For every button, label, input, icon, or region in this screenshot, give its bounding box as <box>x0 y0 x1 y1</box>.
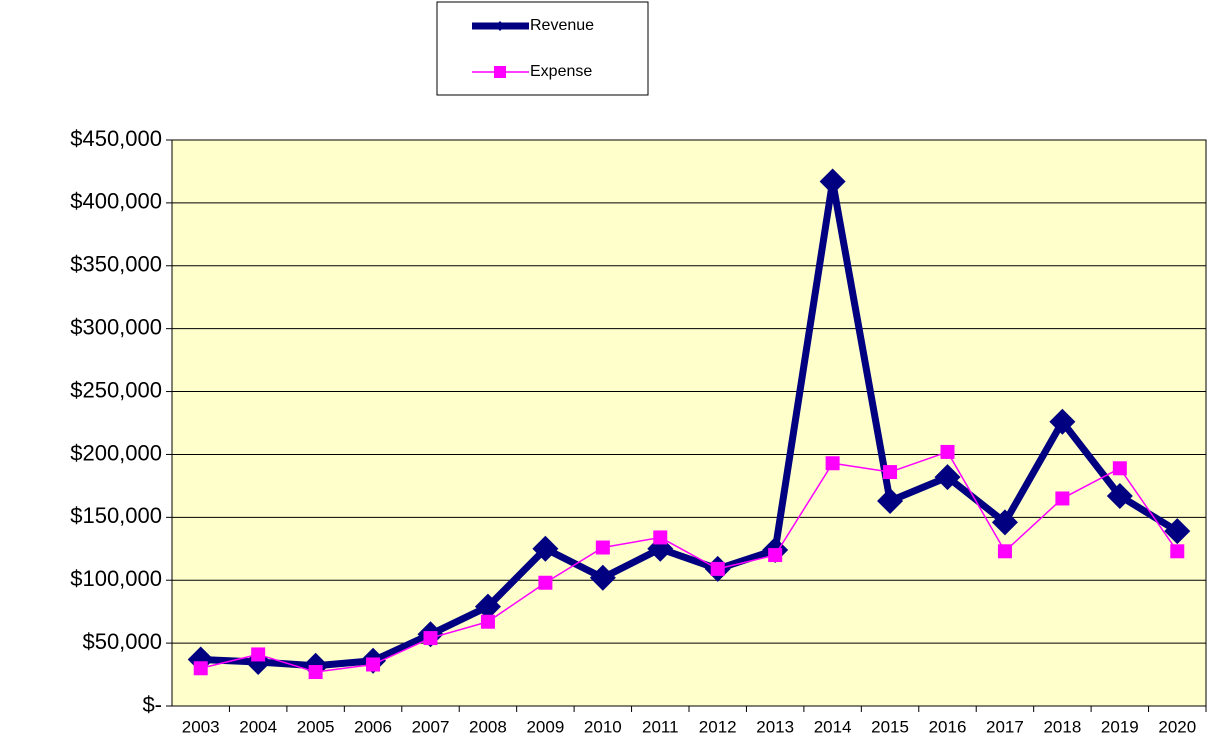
point-marker <box>423 631 438 646</box>
legend-box <box>436 1 649 96</box>
x-tick-label: 2007 <box>412 717 450 736</box>
point-marker <box>308 665 323 680</box>
y-tick-label: $450,000 <box>70 126 162 151</box>
point-marker <box>997 544 1012 559</box>
x-tick-label: 2010 <box>584 717 622 736</box>
x-tick-label: 2009 <box>526 717 564 736</box>
point-marker <box>480 614 495 629</box>
x-tick-label: 2015 <box>871 717 909 736</box>
point-marker <box>825 456 840 471</box>
point-marker <box>940 444 955 459</box>
x-tick-label: 2020 <box>1158 717 1196 736</box>
point-marker <box>991 509 1018 536</box>
legend-label: Expense <box>530 63 592 80</box>
point-marker <box>819 168 846 195</box>
x-tick-label: 2018 <box>1043 717 1081 736</box>
point-marker <box>653 530 668 545</box>
y-tick-label: $150,000 <box>70 503 162 528</box>
point-marker <box>589 564 616 591</box>
y-tick-label: $400,000 <box>70 189 162 214</box>
y-tick-label: $50,000 <box>82 629 162 654</box>
y-tick-label: $100,000 <box>70 566 162 591</box>
legend-marker <box>494 66 506 78</box>
x-tick-label: 2019 <box>1101 717 1139 736</box>
point-marker <box>768 548 783 563</box>
point-marker <box>1170 544 1185 559</box>
point-marker <box>193 661 208 676</box>
y-tick-label: $250,000 <box>70 377 162 402</box>
x-tick-label: 2008 <box>469 717 507 736</box>
point-marker <box>474 593 501 620</box>
point-marker <box>366 657 381 672</box>
x-tick-label: 2003 <box>182 717 220 736</box>
x-tick-label: 2006 <box>354 717 392 736</box>
point-marker <box>877 487 904 514</box>
y-tick-label: $300,000 <box>70 314 162 339</box>
point-marker <box>710 561 725 576</box>
x-tick-label: 2016 <box>929 717 967 736</box>
x-tick-label: 2017 <box>986 717 1024 736</box>
legend-label: Revenue <box>530 17 594 34</box>
point-marker <box>532 535 559 562</box>
point-marker <box>1055 491 1070 506</box>
point-marker <box>1106 482 1133 509</box>
x-tick-label: 2012 <box>699 717 737 736</box>
point-marker <box>934 464 961 491</box>
x-tick-label: 2014 <box>814 717 852 736</box>
x-tick-label: 2013 <box>756 717 794 736</box>
x-tick-label: 2011 <box>642 717 679 736</box>
point-marker <box>251 647 266 662</box>
point-marker <box>538 575 553 590</box>
x-tick-label: 2004 <box>239 717 277 736</box>
legend-marker <box>495 21 505 31</box>
series-line <box>200 451 1178 673</box>
y-tick-label: $350,000 <box>70 252 162 277</box>
point-marker <box>1164 518 1191 545</box>
point-marker <box>1049 408 1076 435</box>
x-tick-label: 2005 <box>297 717 335 736</box>
point-marker <box>1112 461 1127 476</box>
point-marker <box>883 465 898 480</box>
y-tick-label: $200,000 <box>70 440 162 465</box>
plot-area <box>171 139 1207 707</box>
y-tick-label: $- <box>142 692 162 717</box>
point-marker <box>595 540 610 555</box>
